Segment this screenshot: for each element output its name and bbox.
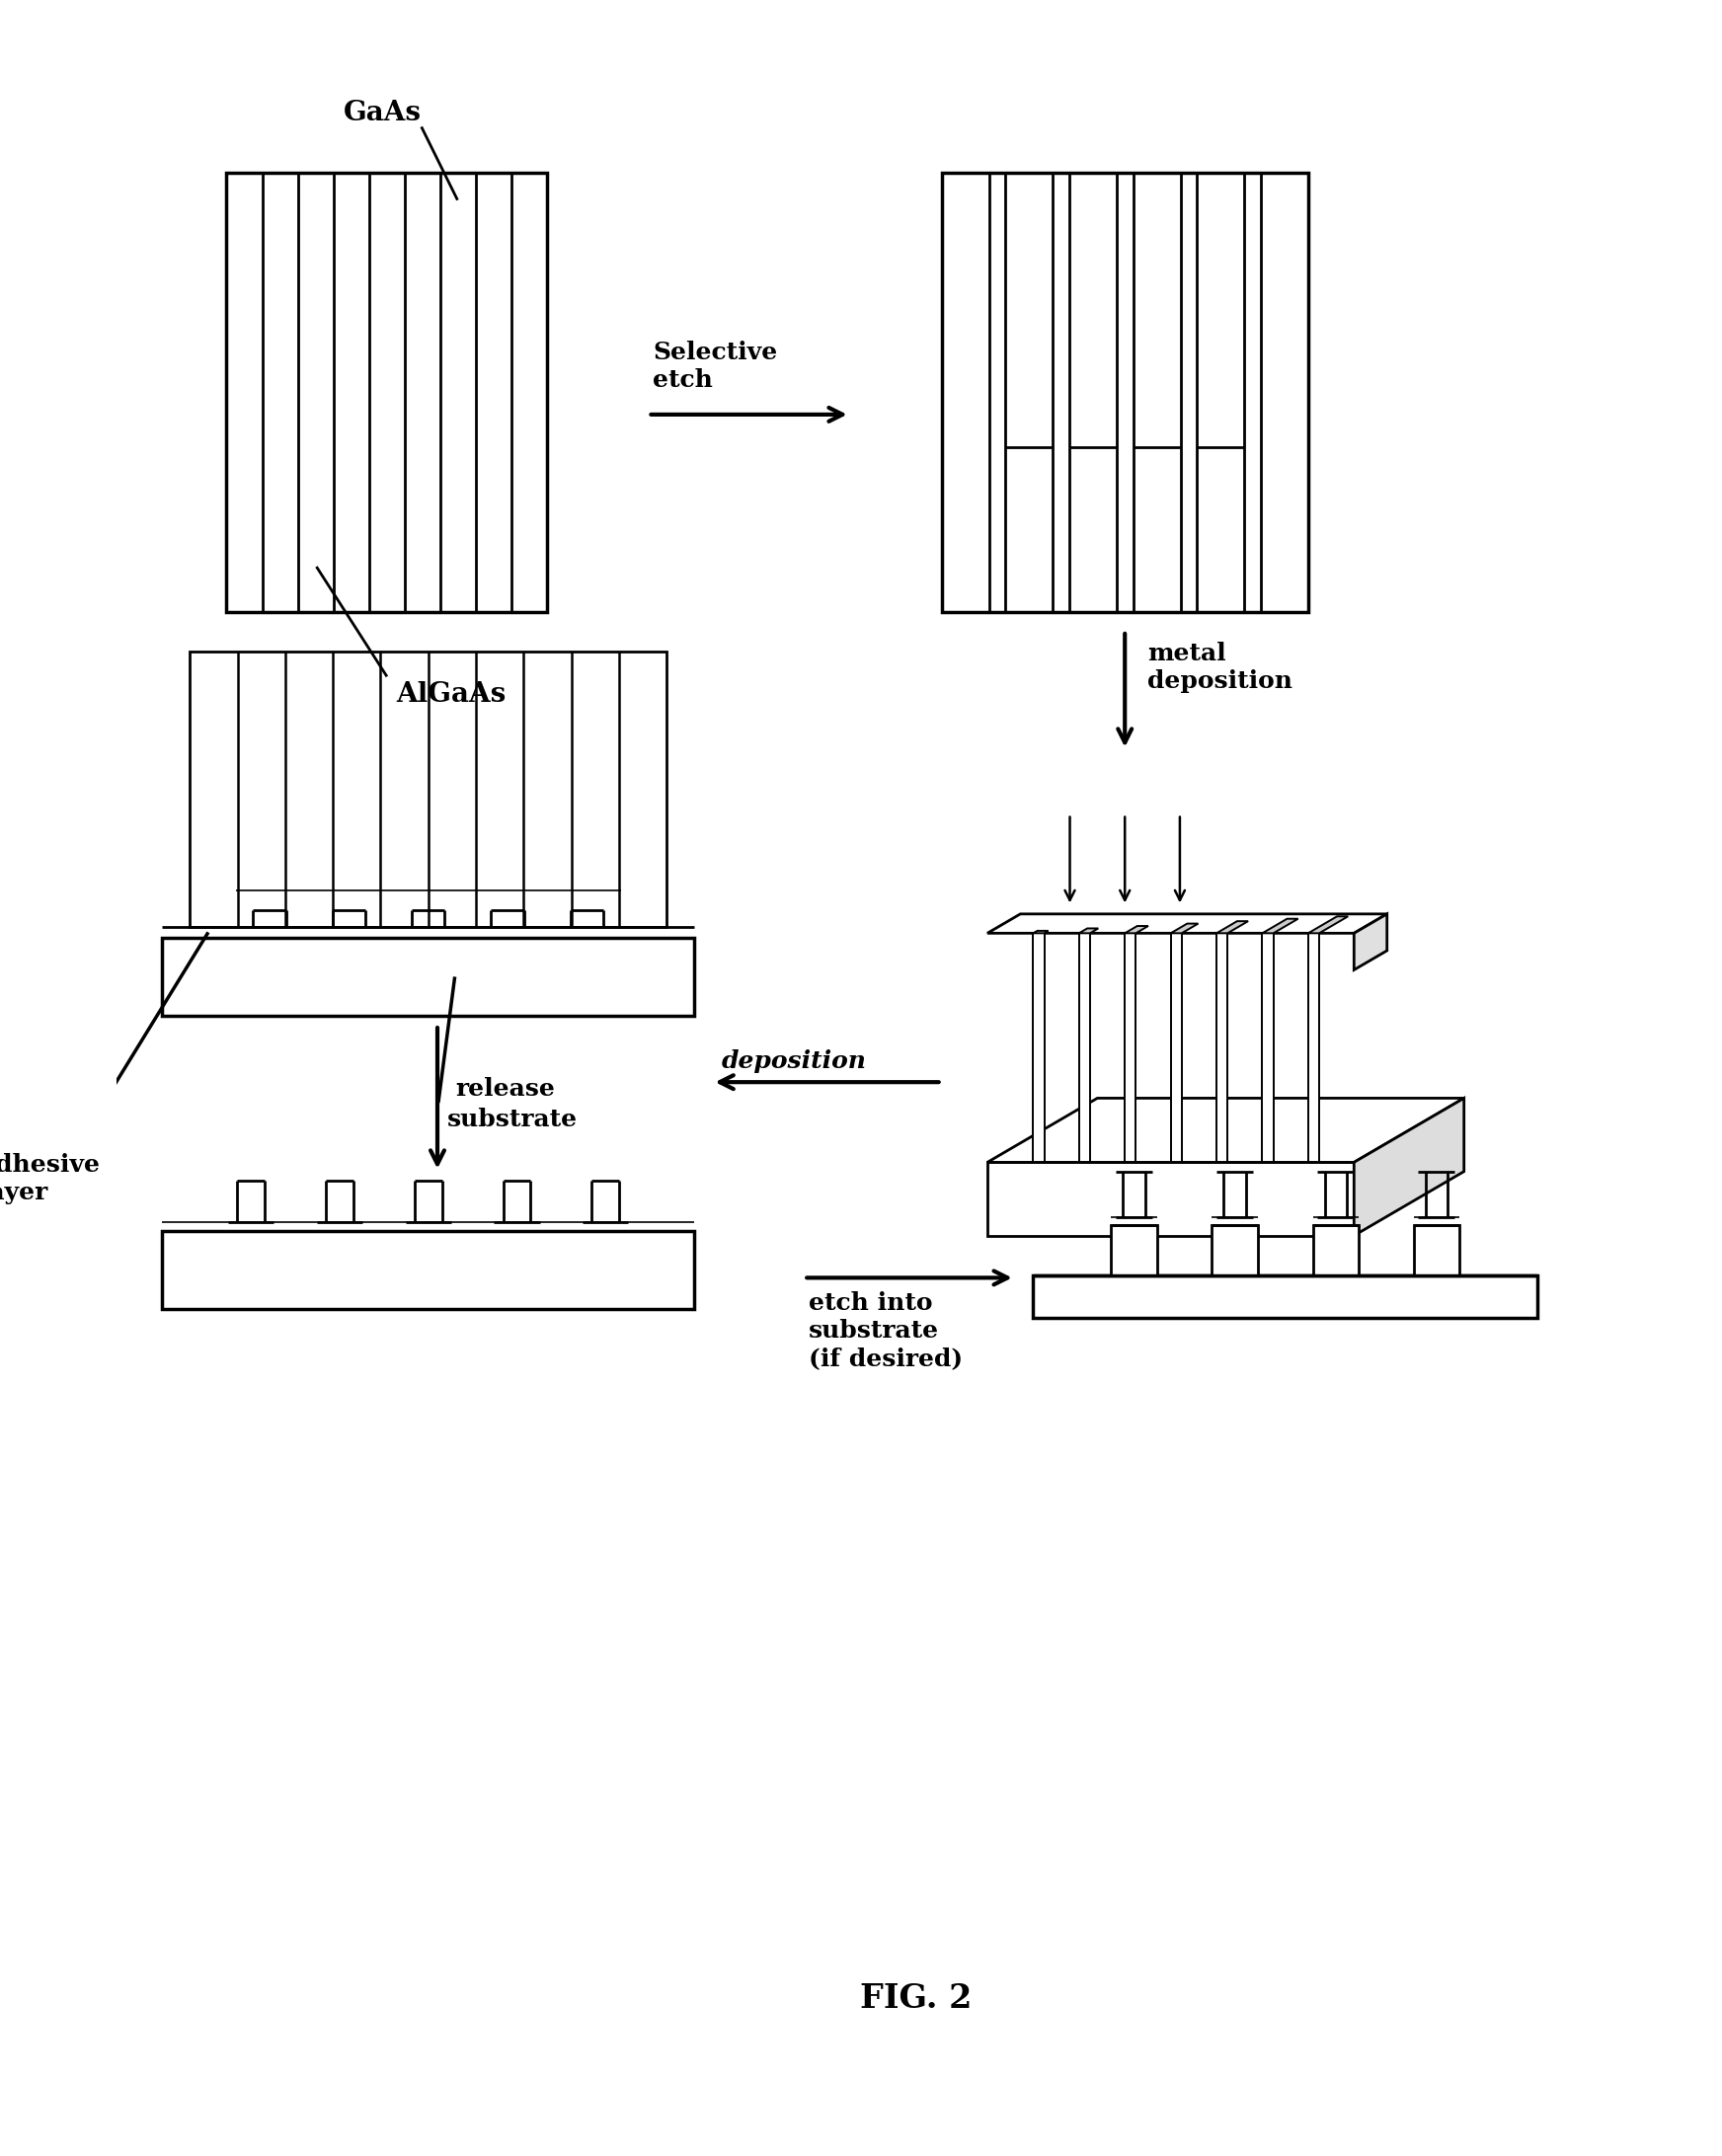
Polygon shape bbox=[1262, 934, 1273, 1162]
Bar bbox=[162, 938, 694, 1015]
Bar bbox=[1414, 1225, 1460, 1274]
Polygon shape bbox=[1353, 1097, 1464, 1235]
Bar bbox=[1212, 1225, 1257, 1274]
Bar bbox=[1033, 1274, 1538, 1317]
Polygon shape bbox=[1309, 916, 1348, 934]
Polygon shape bbox=[1171, 934, 1181, 1162]
Bar bbox=[189, 651, 666, 927]
Polygon shape bbox=[1080, 934, 1090, 1162]
Polygon shape bbox=[1033, 931, 1049, 934]
Polygon shape bbox=[1262, 918, 1298, 934]
Bar bbox=[942, 172, 1309, 612]
Polygon shape bbox=[987, 914, 1386, 934]
Text: FIG. 2: FIG. 2 bbox=[859, 1981, 971, 2014]
Text: release: release bbox=[456, 1078, 554, 1102]
Polygon shape bbox=[1080, 929, 1099, 934]
Polygon shape bbox=[1216, 934, 1228, 1162]
Polygon shape bbox=[1033, 934, 1044, 1162]
Text: substrate: substrate bbox=[448, 1108, 579, 1132]
Text: metal
deposition: metal deposition bbox=[1149, 642, 1293, 692]
Text: AlGaAs: AlGaAs bbox=[396, 681, 506, 707]
Polygon shape bbox=[1216, 921, 1248, 934]
Bar bbox=[162, 1231, 694, 1309]
Text: GaAs: GaAs bbox=[343, 99, 422, 127]
Text: adhesive
layer: adhesive layer bbox=[0, 1153, 100, 1205]
Bar bbox=[1312, 1225, 1359, 1274]
Bar bbox=[1111, 1225, 1157, 1274]
Polygon shape bbox=[1124, 934, 1137, 1162]
Polygon shape bbox=[987, 1097, 1464, 1162]
Polygon shape bbox=[1124, 925, 1149, 934]
Polygon shape bbox=[1353, 914, 1386, 970]
Polygon shape bbox=[987, 1162, 1353, 1235]
Bar bbox=[227, 172, 548, 612]
Polygon shape bbox=[1309, 934, 1319, 1162]
Polygon shape bbox=[1171, 923, 1199, 934]
Text: etch into
substrate
(if desired): etch into substrate (if desired) bbox=[809, 1291, 963, 1369]
Text: deposition: deposition bbox=[722, 1050, 866, 1074]
Text: Selective
etch: Selective etch bbox=[653, 341, 777, 392]
